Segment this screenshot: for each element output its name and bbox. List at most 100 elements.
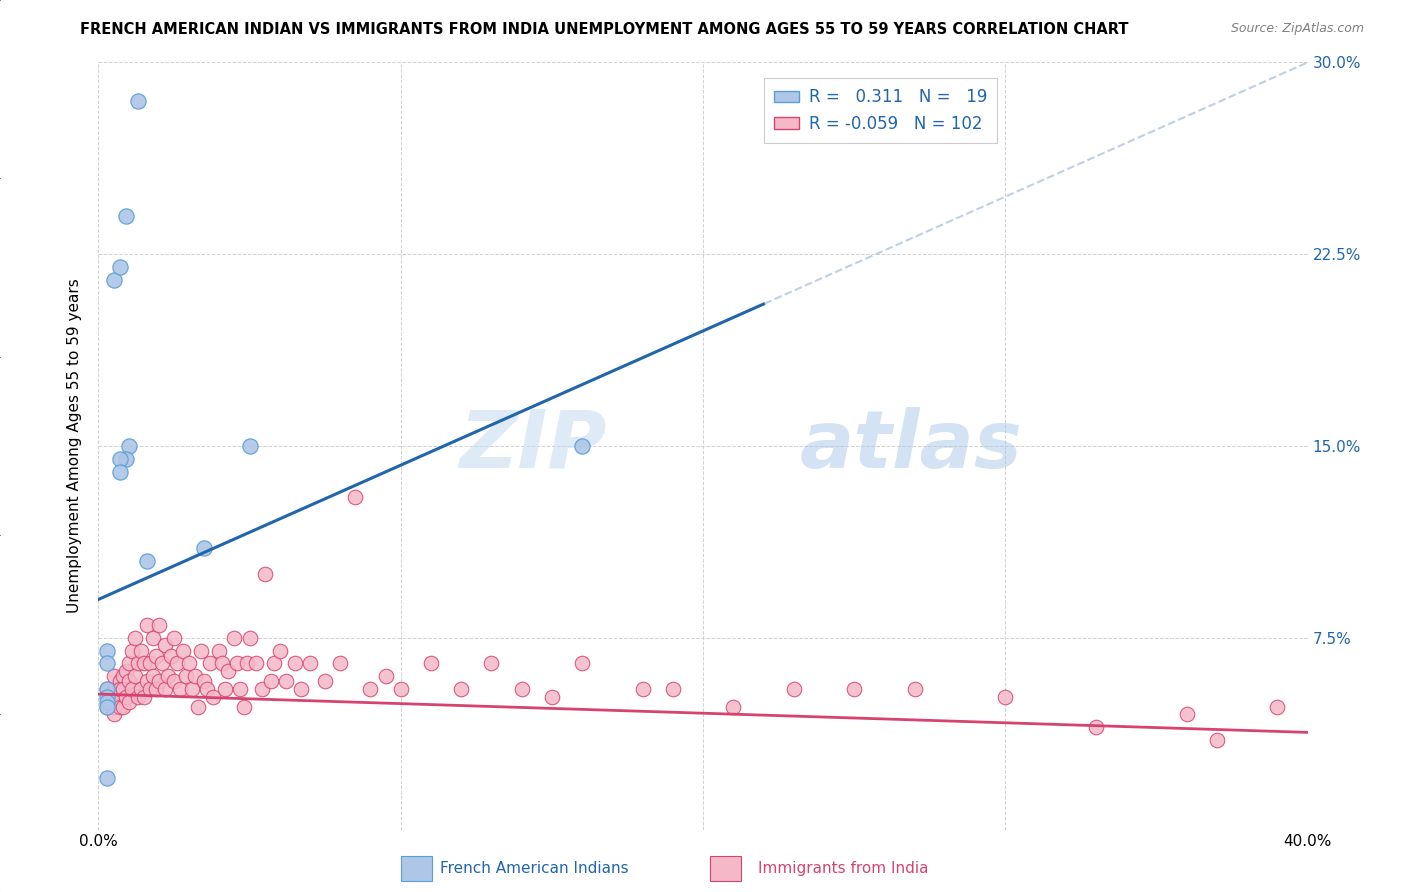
- Point: [253, 566, 276, 581]
- Point: [208, 643, 231, 657]
- Point: [103, 669, 125, 683]
- Point: [172, 643, 194, 657]
- Point: [994, 690, 1017, 704]
- Point: [132, 657, 155, 671]
- Point: [187, 699, 209, 714]
- Point: [100, 695, 122, 709]
- Text: Source: ZipAtlas.com: Source: ZipAtlas.com: [1230, 22, 1364, 36]
- Point: [329, 657, 352, 671]
- Point: [783, 681, 806, 696]
- Point: [114, 690, 136, 704]
- Point: [96, 681, 118, 696]
- Point: [631, 681, 654, 696]
- Point: [510, 681, 533, 696]
- Point: [571, 439, 593, 453]
- Point: [121, 643, 143, 657]
- Point: [200, 657, 222, 671]
- Point: [269, 643, 291, 657]
- Point: [96, 690, 118, 704]
- Text: French American Indians: French American Indians: [440, 861, 628, 876]
- Point: [245, 657, 267, 671]
- Point: [127, 690, 149, 704]
- Point: [108, 260, 131, 274]
- Point: [481, 657, 503, 671]
- Point: [174, 669, 197, 683]
- Point: [103, 273, 125, 287]
- Point: [344, 490, 367, 504]
- Point: [193, 541, 215, 556]
- Point: [190, 643, 212, 657]
- Point: [250, 681, 273, 696]
- Point: [202, 690, 225, 704]
- Point: [274, 674, 297, 689]
- Point: [299, 657, 322, 671]
- Point: [121, 681, 143, 696]
- Point: [904, 681, 927, 696]
- Text: atlas: atlas: [800, 407, 1022, 485]
- Point: [114, 664, 136, 678]
- Point: [571, 657, 593, 671]
- Point: [181, 681, 204, 696]
- Y-axis label: Unemployment Among Ages 55 to 59 years: Unemployment Among Ages 55 to 59 years: [67, 278, 83, 614]
- Point: [290, 681, 312, 696]
- Point: [142, 669, 165, 683]
- Point: [135, 554, 157, 568]
- Point: [103, 699, 125, 714]
- Point: [420, 657, 443, 671]
- Point: [96, 699, 118, 714]
- Point: [226, 657, 249, 671]
- Point: [229, 681, 252, 696]
- Point: [139, 657, 162, 671]
- Point: [232, 699, 254, 714]
- Point: [1267, 699, 1289, 714]
- Point: [163, 631, 186, 645]
- Point: [211, 657, 233, 671]
- Point: [360, 681, 382, 696]
- Point: [224, 631, 246, 645]
- Point: [163, 674, 186, 689]
- Point: [263, 657, 285, 671]
- Point: [235, 657, 257, 671]
- Point: [169, 681, 191, 696]
- Point: [142, 631, 165, 645]
- Point: [260, 674, 283, 689]
- Point: [96, 772, 118, 786]
- Point: [103, 681, 125, 696]
- Point: [96, 681, 118, 696]
- Point: [108, 465, 131, 479]
- Point: [118, 657, 141, 671]
- Point: [108, 699, 131, 714]
- Point: [1085, 720, 1108, 734]
- Point: [135, 674, 157, 689]
- Point: [132, 690, 155, 704]
- Point: [153, 639, 176, 653]
- Point: [96, 695, 118, 709]
- Point: [111, 681, 134, 696]
- Point: [96, 643, 118, 657]
- Legend: R =   0.311   N =   19, R = -0.059   N = 102: R = 0.311 N = 19, R = -0.059 N = 102: [763, 78, 997, 143]
- Point: [124, 631, 146, 645]
- Point: [118, 674, 141, 689]
- Point: [111, 669, 134, 683]
- Point: [239, 439, 262, 453]
- Point: [108, 681, 131, 696]
- Point: [150, 657, 173, 671]
- Point: [145, 648, 167, 663]
- Point: [723, 699, 745, 714]
- Point: [540, 690, 562, 704]
- Point: [148, 618, 170, 632]
- Point: [129, 681, 152, 696]
- Point: [314, 674, 336, 689]
- Point: [145, 681, 167, 696]
- Point: [111, 699, 134, 714]
- Point: [118, 439, 141, 453]
- Point: [844, 681, 866, 696]
- Point: [124, 669, 146, 683]
- Point: [214, 681, 236, 696]
- Point: [195, 681, 218, 696]
- Point: [127, 94, 149, 108]
- Text: ZIP: ZIP: [458, 407, 606, 485]
- Point: [179, 657, 201, 671]
- Point: [389, 681, 412, 696]
- Point: [114, 209, 136, 223]
